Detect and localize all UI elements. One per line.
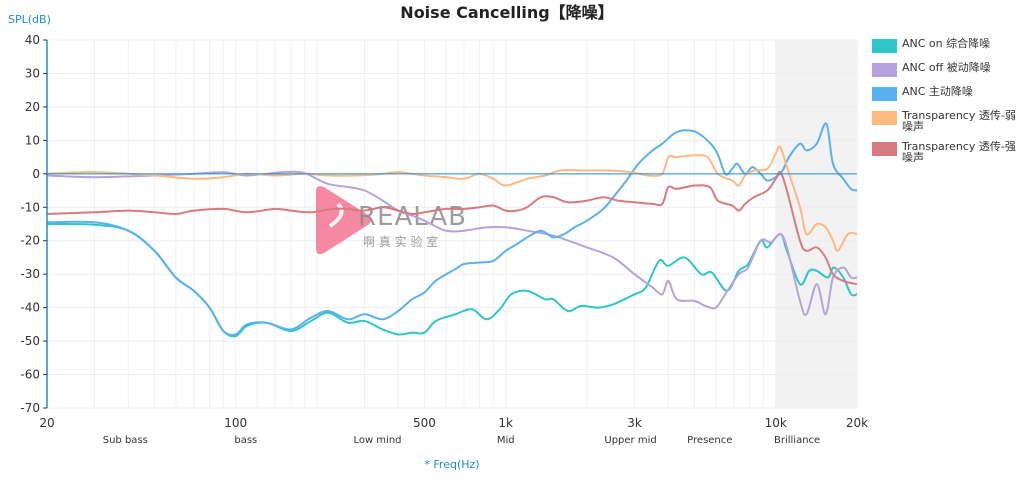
legend-swatch-icon [872,39,897,53]
legend-label: Transparency 透传-弱噪声 [902,109,1016,133]
series-line-3 [46,145,858,252]
y-tick-label: -60 [20,368,40,382]
x-axis-label: * Freq(Hz) [424,458,479,471]
watermark-logo-icon [316,186,371,255]
band-label: Mid [497,435,515,446]
legend-item[interactable]: Transparency 透传-强噪声 [872,141,1028,163]
y-tick-label: 20 [25,100,40,114]
x-tick-label: 10k [765,416,787,430]
y-tick-label: 40 [25,33,40,47]
series-line-1 [46,170,858,316]
y-tick-label: -10 [20,200,40,214]
legend-label: ANC off 被动降噪 [902,61,991,74]
band-label: Brilliance [774,435,820,446]
legend-item[interactable]: ANC on 综合降噪 [872,38,1028,53]
x-tick-label: 20k [846,416,868,430]
legend-label: ANC 主动降噪 [902,85,973,98]
y-axis-label: SPL(dB) [8,13,51,26]
x-tick-label: 3k [627,416,642,430]
y-tick-label: -50 [20,334,40,348]
legend-swatch-icon [872,111,897,125]
chart-title: Noise Cancelling【降噪】 [400,3,613,22]
legend-swatch-icon [872,142,897,156]
band-label: Sub bass [103,435,148,446]
y-tick-label: 0 [32,167,40,181]
realab-watermark: REALAB 啊 真 实 验 室 [316,186,467,255]
legend-swatch-icon [872,63,897,77]
y-tick-label: 30 [25,66,40,80]
x-tick-label: 20 [39,416,54,430]
legend-label: Transparency 透传-强噪声 [902,140,1016,164]
y-tick-label: -70 [20,401,40,415]
y-tick-label: -20 [20,234,40,248]
series-line-4 [46,170,858,286]
legend-label: ANC on 综合降噪 [902,37,991,50]
x-tick-label: 1k [498,416,513,430]
legend-item[interactable]: ANC 主动降噪 [872,86,1028,101]
band-label: bass [234,435,257,446]
legend-item[interactable]: Transparency 透传-弱噪声 [872,110,1028,132]
y-tick-label: -40 [20,301,40,315]
legend-swatch-icon [872,87,897,101]
x-tick-label: 500 [413,416,436,430]
band-label: Presence [687,435,732,446]
legend: ANC on 综合降噪 ANC off 被动降噪 ANC 主动降噪 Transpare… [872,38,1028,172]
band-label: Low mind [353,435,401,446]
x-tick-label: 100 [224,416,247,430]
band-label: Upper mid [604,435,656,446]
legend-item[interactable]: ANC off 被动降噪 [872,62,1028,77]
y-tick-label: 10 [25,133,40,147]
watermark-subtitle: 啊 真 实 验 室 [363,234,438,249]
y-tick-label: -30 [20,267,40,281]
watermark-brand: REALAB [358,202,467,232]
